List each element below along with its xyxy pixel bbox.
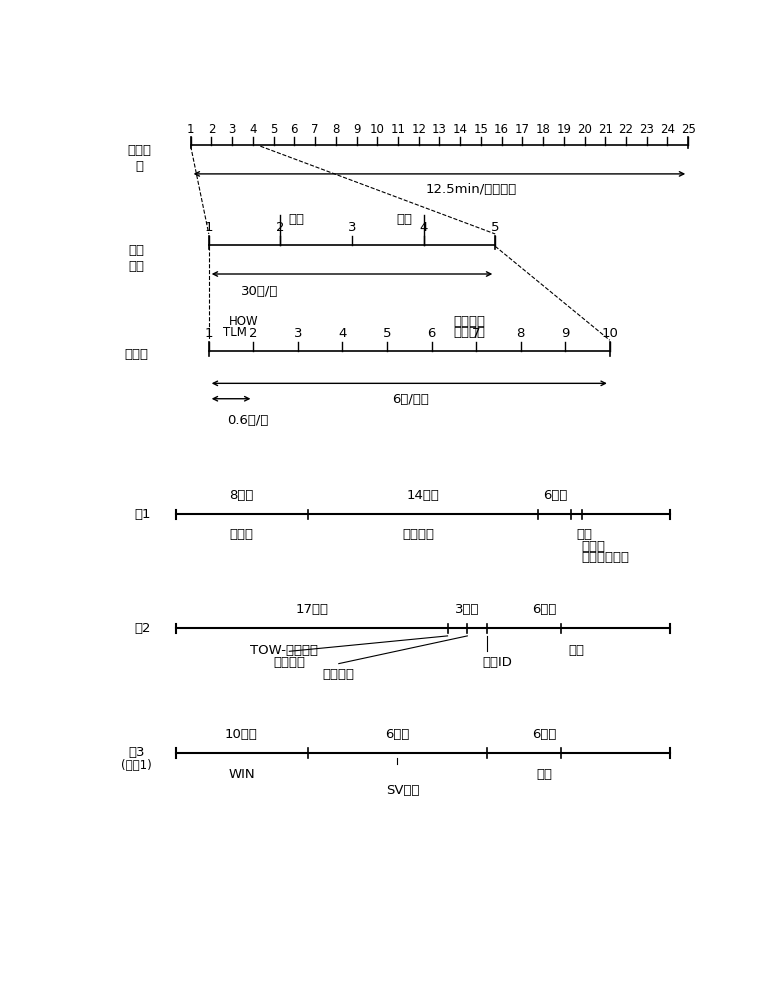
- Text: 17: 17: [515, 123, 530, 136]
- Text: 6比特: 6比特: [532, 728, 556, 741]
- Text: 16: 16: [494, 123, 509, 136]
- Text: 警告标识: 警告标识: [273, 656, 305, 669]
- Text: 校验: 校验: [576, 528, 592, 541]
- Text: 12.5min/导航消息: 12.5min/导航消息: [426, 183, 517, 196]
- Text: 字2: 字2: [135, 622, 151, 635]
- Text: 30秒/帧: 30秒/帧: [241, 285, 279, 298]
- Text: 4: 4: [338, 327, 347, 340]
- Text: 字3: 字3: [128, 746, 145, 759]
- Text: 15: 15: [474, 123, 489, 136]
- Text: 2: 2: [249, 327, 258, 340]
- Text: 3: 3: [348, 221, 356, 234]
- Text: TLM: TLM: [223, 326, 247, 339]
- Text: TOW-计数消息: TOW-计数消息: [251, 644, 318, 657]
- Text: 6比特: 6比特: [385, 728, 409, 741]
- Text: 7: 7: [311, 123, 319, 136]
- Text: 17比特: 17比特: [295, 603, 328, 616]
- Text: 24: 24: [660, 123, 675, 136]
- Text: HOW: HOW: [229, 315, 258, 328]
- Text: 防假标识: 防假标识: [323, 668, 355, 681]
- Text: 页: 页: [135, 160, 143, 173]
- Text: 7: 7: [471, 327, 480, 340]
- Text: 完整状态标识: 完整状态标识: [581, 551, 629, 564]
- Text: 2: 2: [208, 123, 216, 136]
- Text: 4: 4: [419, 221, 428, 234]
- Text: 20: 20: [577, 123, 592, 136]
- Text: 8: 8: [517, 327, 525, 340]
- Text: 10: 10: [601, 327, 619, 340]
- Text: 8: 8: [332, 123, 339, 136]
- Text: 星历: 星历: [288, 213, 304, 226]
- Text: 6比特: 6比特: [543, 489, 567, 502]
- Text: WIN: WIN: [228, 768, 254, 781]
- Text: 1: 1: [205, 221, 213, 234]
- Text: 校正信息: 校正信息: [453, 326, 485, 339]
- Text: 遥测消息: 遥测消息: [402, 528, 434, 541]
- Text: 5: 5: [383, 327, 391, 340]
- Text: 校验: 校验: [568, 644, 584, 657]
- Text: 5: 5: [270, 123, 277, 136]
- Text: SV健康: SV健康: [387, 784, 420, 797]
- Text: 6比特: 6比特: [532, 603, 556, 616]
- Text: 帧编号: 帧编号: [128, 144, 152, 157]
- Text: 9: 9: [561, 327, 569, 340]
- Text: 14比特: 14比特: [406, 489, 440, 502]
- Text: 保持位: 保持位: [581, 540, 605, 553]
- Text: 3: 3: [229, 123, 236, 136]
- Text: 3比特: 3比特: [455, 603, 479, 616]
- Text: 9: 9: [352, 123, 360, 136]
- Text: 1: 1: [205, 327, 213, 340]
- Text: 23: 23: [640, 123, 654, 136]
- Text: 子帧: 子帧: [128, 244, 145, 257]
- Text: 1: 1: [187, 123, 194, 136]
- Text: 字1: 字1: [135, 508, 151, 521]
- Text: 14: 14: [453, 123, 468, 136]
- Text: 6: 6: [427, 327, 436, 340]
- Text: 13: 13: [432, 123, 447, 136]
- Text: 12: 12: [412, 123, 426, 136]
- Text: 6秒/子帧: 6秒/子帧: [392, 393, 429, 406]
- Text: (子帧1): (子帧1): [121, 759, 152, 772]
- Text: 22: 22: [619, 123, 633, 136]
- Text: 11: 11: [391, 123, 405, 136]
- Text: 校验: 校验: [536, 768, 552, 781]
- Text: 0.6秒/字: 0.6秒/字: [227, 414, 268, 427]
- Text: 21: 21: [598, 123, 613, 136]
- Text: 卫星时钟: 卫星时钟: [453, 315, 485, 328]
- Text: 4: 4: [249, 123, 257, 136]
- Text: 3: 3: [293, 327, 302, 340]
- Text: 年鉴: 年鉴: [397, 213, 413, 226]
- Text: 2: 2: [276, 221, 285, 234]
- Text: 前导码: 前导码: [230, 528, 254, 541]
- Text: 6: 6: [291, 123, 298, 136]
- Text: 10: 10: [370, 123, 384, 136]
- Text: 编号: 编号: [128, 260, 145, 273]
- Text: 18: 18: [535, 123, 551, 136]
- Text: 25: 25: [681, 123, 696, 136]
- Text: 字编号: 字编号: [124, 348, 149, 361]
- Text: 8比特: 8比特: [230, 489, 254, 502]
- Text: 10比特: 10比特: [225, 728, 258, 741]
- Text: 19: 19: [556, 123, 571, 136]
- Text: 子帧ID: 子帧ID: [482, 656, 512, 669]
- Text: 5: 5: [491, 221, 499, 234]
